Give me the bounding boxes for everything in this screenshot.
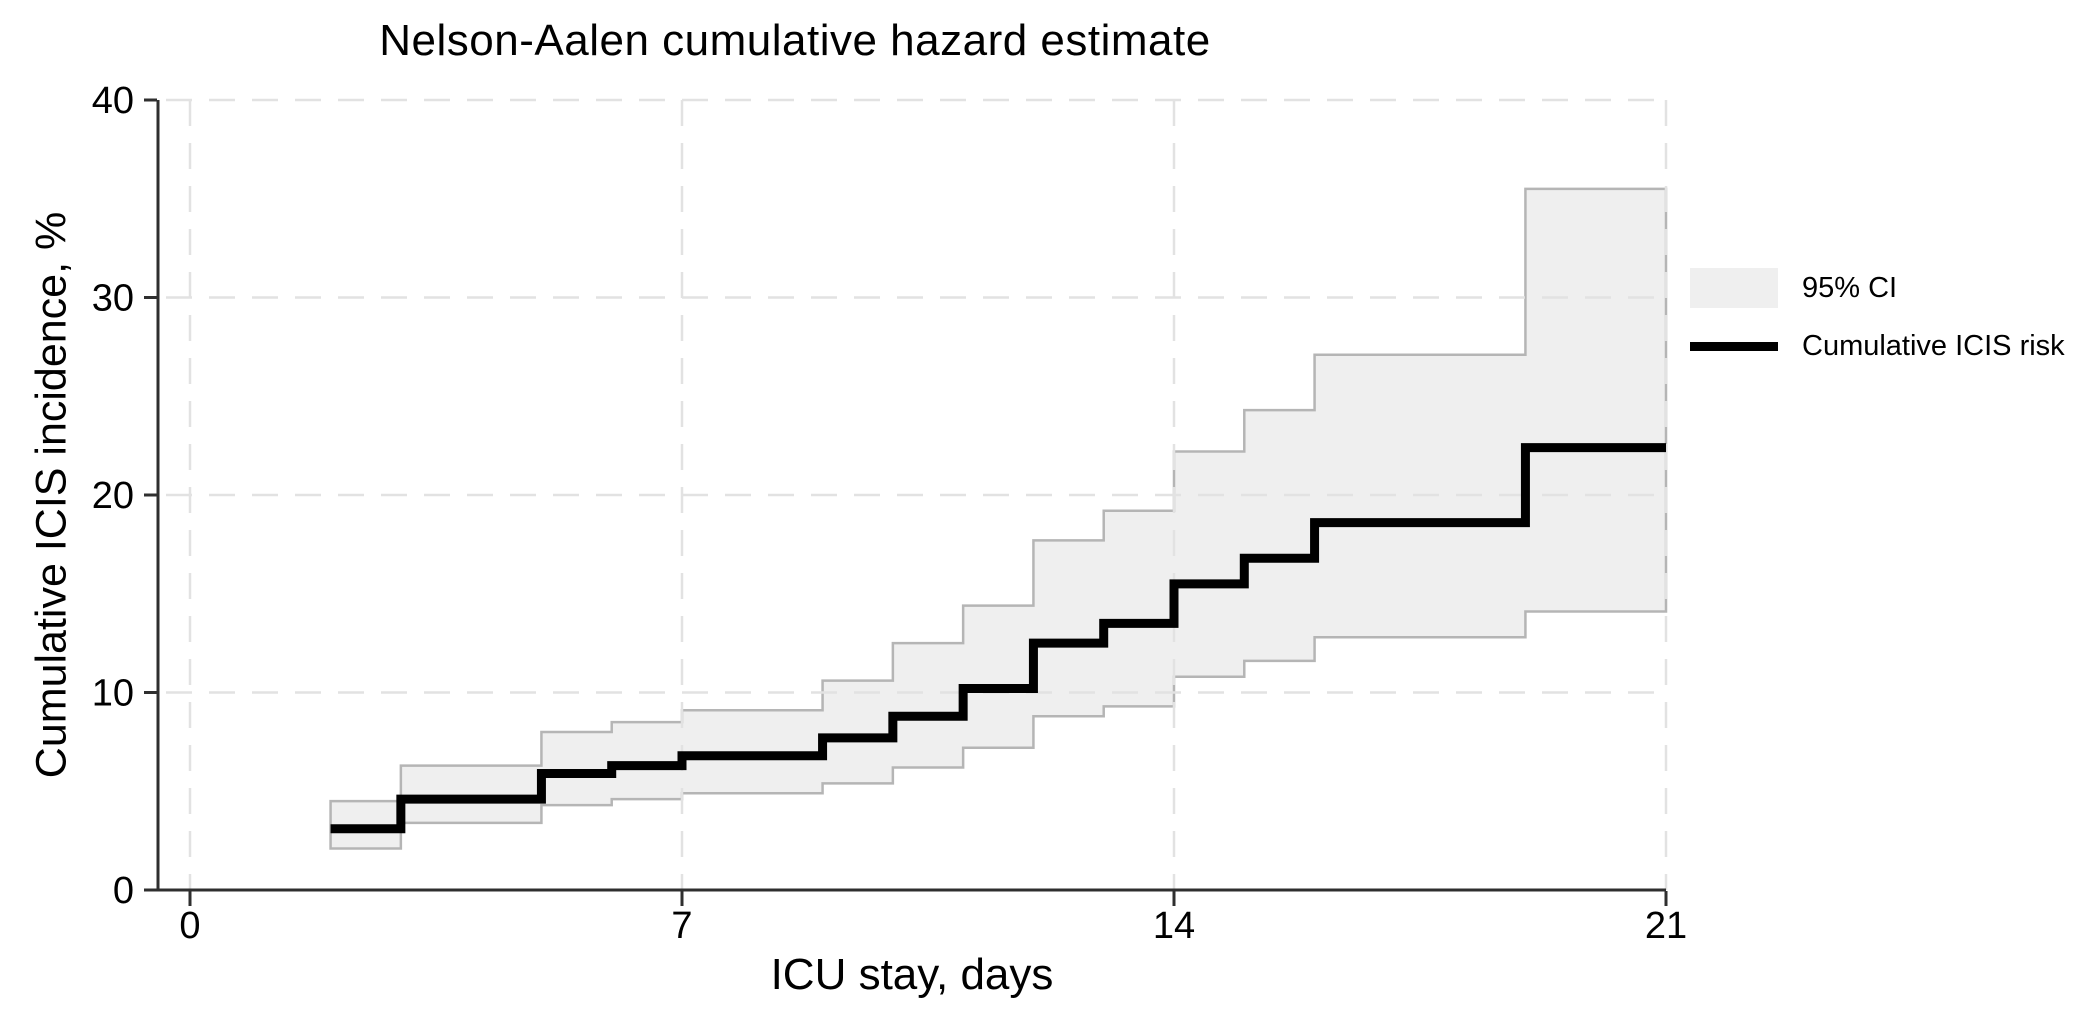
legend-label-ci: 95% CI (1802, 271, 1898, 304)
x-axis-label: ICU stay, days (770, 950, 1054, 999)
risk-line-swatch (1690, 342, 1778, 351)
axis-lines (156, 100, 1666, 892)
y-tick-label: 30 (92, 278, 134, 320)
legend-item-ci: 95% CI (1690, 268, 2065, 308)
legend-label-risk: Cumulative ICIS risk (1802, 330, 2065, 362)
x-tick-label: 0 (179, 905, 200, 947)
y-tick-label: 20 (92, 475, 134, 517)
chart-title: Nelson-Aalen cumulative hazard estimate (379, 16, 1211, 65)
y-tick-label: 0 (113, 870, 134, 912)
legend-item-risk: Cumulative ICIS risk (1690, 330, 2065, 363)
x-tick-label: 7 (671, 905, 692, 947)
ci-band-swatch (1690, 268, 1778, 308)
y-tick-label: 10 (92, 673, 134, 715)
x-tick-label: 21 (1645, 905, 1687, 947)
y-tick-label: 40 (92, 80, 134, 122)
risk-step-line (330, 443, 1666, 834)
x-tick-label: 14 (1153, 905, 1195, 947)
legend: 95% CI Cumulative ICIS risk (1690, 268, 2065, 385)
